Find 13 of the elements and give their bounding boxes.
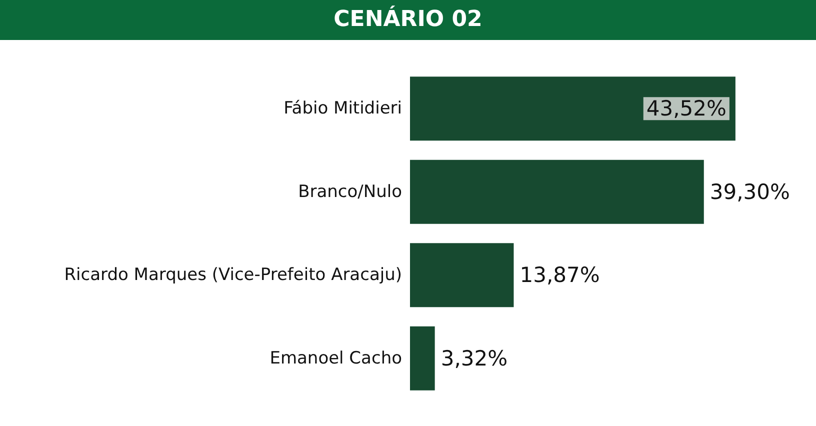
data-label: 43,52%	[646, 96, 726, 121]
y-tick-label: Ricardo Marques (Vice-Prefeito Aracaju)	[64, 265, 402, 286]
y-tick-label: Branco/Nulo	[298, 182, 402, 202]
bar	[410, 326, 435, 390]
data-label: 13,87%	[520, 263, 600, 288]
bar	[410, 76, 736, 141]
chart-title: CENÁRIO 02	[0, 0, 816, 40]
y-tick-label: Fábio Mitidieri	[284, 98, 402, 119]
bar	[410, 160, 704, 224]
data-label: 39,30%	[710, 180, 790, 204]
data-label: 3,32%	[440, 346, 508, 370]
y-tick-label: Emanoel Cacho	[270, 348, 402, 368]
bar	[410, 243, 514, 308]
